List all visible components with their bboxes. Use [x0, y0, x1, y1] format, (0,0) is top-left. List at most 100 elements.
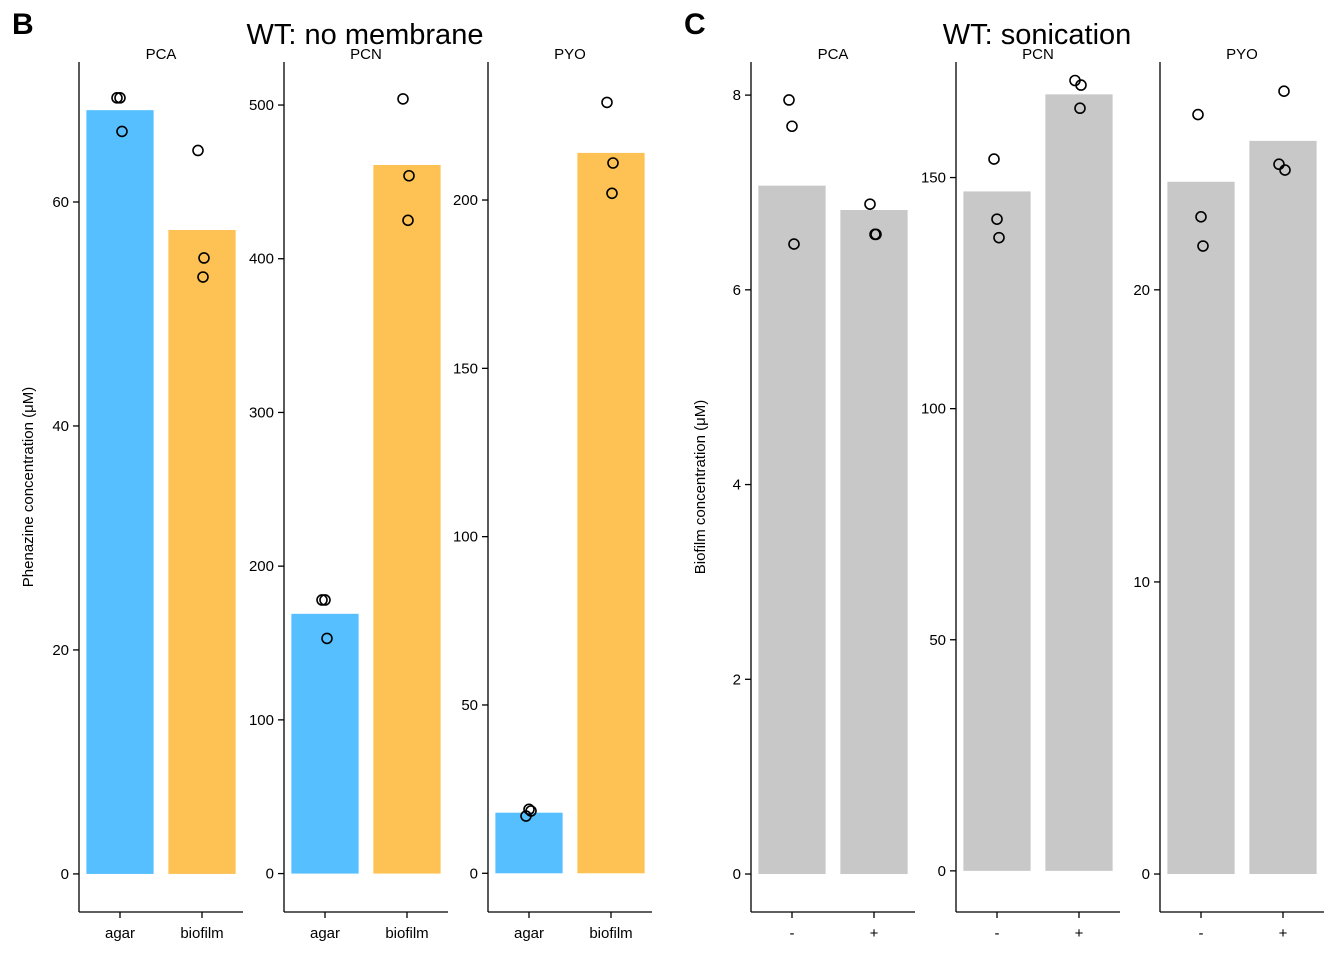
bar-- [1167, 181, 1235, 875]
y-tick-label: 50 [929, 632, 946, 649]
bar-biofilm [373, 164, 441, 874]
bar-- [758, 185, 826, 875]
panel-b-letter: B [12, 8, 34, 41]
x-tick-label: + [1279, 925, 1288, 942]
data-point [192, 144, 204, 157]
panel-b-facet-title: PCN [350, 46, 382, 63]
x-tick-label: agar [514, 925, 544, 942]
data-point [114, 92, 126, 104]
panel-b-facet-title: PYO [554, 46, 586, 63]
data-point [786, 120, 798, 133]
data-point [116, 125, 128, 138]
bar-+ [1045, 94, 1113, 871]
data-point [601, 96, 613, 109]
data-point [1273, 158, 1285, 171]
panel-c-facet-pyo: PYO 0 10 20 - + [1133, 46, 1324, 942]
data-point [198, 252, 210, 264]
data-point [523, 803, 535, 816]
panel-c-facet-pcn: PCN 0 50 100 150 - + [921, 46, 1120, 942]
panel-b-facet-pcn: PCN 0 100 200 300 400 500 agar biofilm [249, 46, 448, 942]
y-tick-label: 10 [1133, 574, 1150, 591]
panel-c-facet-title: PCA [818, 46, 849, 63]
panel-c-title: WT: sonication [943, 19, 1132, 51]
x-tick-label: agar [105, 925, 135, 942]
bar-+ [1249, 140, 1317, 875]
y-tick-label: 20 [1133, 282, 1150, 299]
data-point [403, 169, 415, 182]
data-point [1278, 85, 1290, 98]
y-tick-label: 300 [249, 404, 274, 421]
y-tick-label: 0 [938, 863, 946, 880]
data-point [402, 214, 414, 227]
y-tick-label: 8 [733, 87, 741, 104]
data-point [606, 187, 618, 200]
bar-agar [291, 613, 359, 874]
data-point [111, 92, 123, 104]
data-point [1075, 79, 1087, 91]
y-tick-label: 0 [1142, 866, 1150, 883]
y-tick-label: 2 [733, 671, 741, 688]
y-tick-label: 150 [453, 360, 478, 377]
panel-b-ylabel: Phenazine concentration (μM) [20, 387, 37, 587]
y-tick-label: 6 [733, 282, 741, 299]
data-point [397, 93, 409, 105]
y-tick-label: 20 [52, 642, 69, 659]
x-tick-label: - [995, 925, 1000, 942]
data-point [316, 594, 328, 606]
data-point [525, 805, 537, 817]
data-point [988, 153, 1000, 165]
data-point [1074, 102, 1086, 115]
x-tick-label: - [790, 925, 795, 942]
data-point [197, 271, 209, 283]
panel-b-facet-title: PCA [146, 46, 177, 63]
y-tick-label: 4 [733, 477, 741, 494]
panel-c-letter: C [684, 8, 706, 41]
data-point [864, 198, 876, 210]
data-point [991, 213, 1003, 225]
x-tick-label: biofilm [180, 925, 223, 942]
y-tick-label: 40 [52, 418, 69, 435]
panel-c-facet-title: PCN [1022, 46, 1054, 63]
x-tick-label: agar [310, 925, 340, 942]
panel-c-ylabel: Biofilm concentration (μM) [692, 400, 709, 575]
data-point [869, 228, 881, 241]
x-tick-label: - [1199, 925, 1204, 942]
data-point [1197, 240, 1209, 252]
x-tick-label: biofilm [589, 925, 632, 942]
data-point [783, 94, 795, 106]
y-tick-label: 100 [453, 529, 478, 546]
data-point [993, 231, 1005, 244]
x-tick-label: biofilm [385, 925, 428, 942]
panel-b-facet-pca: PCA 0 20 40 60 agar biofilm [52, 46, 243, 942]
bar-agar [495, 812, 563, 874]
y-tick-label: 60 [52, 194, 69, 211]
y-tick-label: 150 [921, 170, 946, 187]
y-tick-label: 0 [470, 865, 478, 882]
panel-c-facet-pca: PCA 0 2 4 6 8 - + [733, 46, 915, 942]
bar-biofilm [577, 152, 645, 874]
y-tick-label: 200 [453, 192, 478, 209]
data-point [319, 594, 331, 606]
y-tick-label: 0 [733, 866, 741, 883]
bar-biofilm [168, 229, 236, 874]
y-tick-label: 50 [461, 697, 478, 714]
bar-+ [840, 209, 908, 875]
data-point [1195, 211, 1207, 223]
data-point [607, 157, 619, 169]
data-point [1279, 164, 1291, 176]
y-tick-label: 0 [61, 866, 69, 883]
data-point [1192, 108, 1204, 121]
panel-b-title: WT: no membrane [247, 19, 484, 51]
data-point [321, 632, 333, 645]
y-tick-label: 100 [921, 401, 946, 418]
y-tick-label: 100 [249, 712, 274, 729]
data-point [788, 238, 800, 250]
y-tick-label: 500 [249, 97, 274, 114]
bar-agar [86, 110, 154, 874]
y-tick-label: 200 [249, 558, 274, 575]
x-tick-label: + [870, 925, 879, 942]
bar-- [963, 191, 1031, 871]
panel-c-facet-title: PYO [1226, 46, 1258, 63]
